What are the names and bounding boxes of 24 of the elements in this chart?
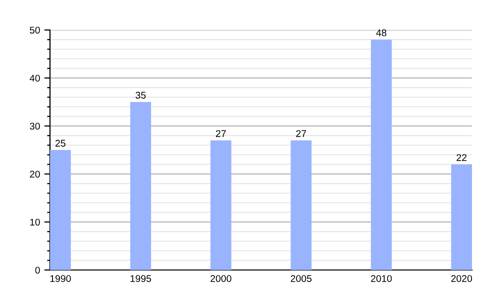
bar xyxy=(370,40,392,270)
y-tick-label: 20 xyxy=(30,170,40,178)
y-tick-label: 40 xyxy=(30,74,40,82)
data-label: 25 xyxy=(56,140,66,147)
data-label: 22 xyxy=(456,154,466,161)
data-label: 48 xyxy=(376,29,386,36)
y-tick-label: 50 xyxy=(30,26,40,34)
y-tick-label: 30 xyxy=(30,122,40,130)
x-tick-label: 2010 xyxy=(371,275,392,282)
x-tick-label: 2020 xyxy=(451,275,472,282)
x-tick-label: 2000 xyxy=(210,275,232,282)
bar xyxy=(290,140,312,270)
data-label: 27 xyxy=(296,130,306,137)
x-tick-label: 1990 xyxy=(50,275,71,282)
bar xyxy=(451,164,472,270)
data-label: 27 xyxy=(216,130,226,137)
y-tick-label: 10 xyxy=(30,218,40,226)
x-tick-label: 2005 xyxy=(290,275,312,282)
data-label: 35 xyxy=(136,92,146,99)
y-tick-label: 0 xyxy=(35,266,40,274)
x-tick-label: 1995 xyxy=(130,275,152,282)
bar xyxy=(210,140,232,270)
bar xyxy=(130,102,152,270)
bar xyxy=(50,150,71,270)
